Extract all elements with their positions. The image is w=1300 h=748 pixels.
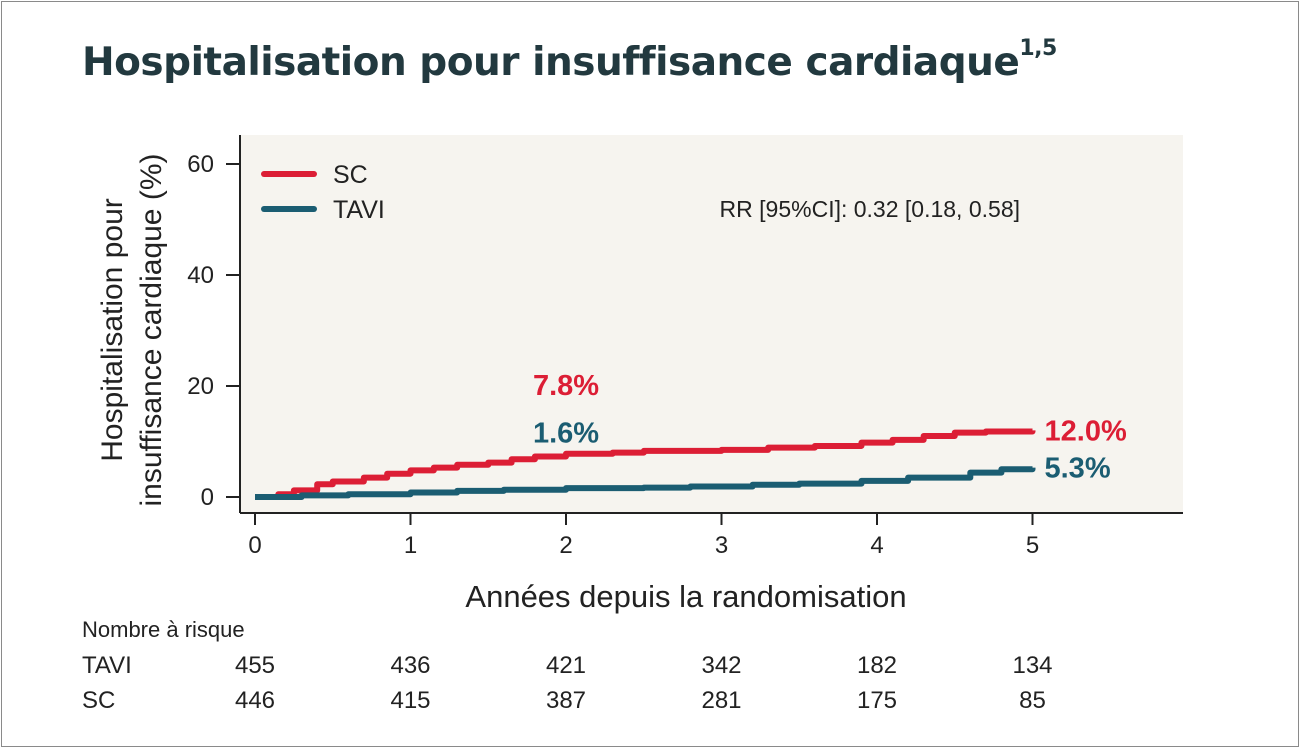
risk-row-label: TAVI (82, 652, 132, 679)
data-label: 12.0% (1045, 415, 1127, 447)
series-group (255, 428, 1036, 500)
risk-table-title: Nombre à risque (82, 617, 245, 642)
risk-cell: 455 (234, 652, 276, 679)
series-line-tavi (255, 466, 1036, 500)
x-tick-label: 5 (1026, 532, 1039, 559)
y-tick-label: 0 (201, 484, 214, 511)
risk-cell: 85 (1019, 687, 1046, 714)
risk-cell: 281 (701, 687, 742, 714)
risk-cell: 182 (856, 652, 898, 679)
rr-annotation: RR [95%CI]: 0.32 [0.18, 0.58] (720, 196, 1020, 222)
data-label: 7.8% (533, 370, 599, 402)
axes-group: 0 20 40 60 0 1 2 3 4 5 (187, 135, 1183, 559)
x-tick-label: 3 (715, 532, 728, 559)
chart-title-text: Hospitalisation pour insuffisance cardia… (82, 40, 1020, 85)
series-line-sc (255, 428, 1036, 500)
risk-row-label: SC (82, 687, 116, 714)
chart-title-superscript: 1,5 (1019, 36, 1057, 61)
data-label: 1.6% (533, 418, 599, 450)
x-axis-label: Années depuis la randomisation (465, 579, 906, 614)
x-tick-label: 2 (559, 532, 572, 559)
y-axis-label-line-1: Hospitalisation pour (96, 198, 129, 461)
risk-table-row: TAVI 455 436 421 342 182 134 (0, 652, 1300, 682)
plot-background (240, 135, 1183, 513)
risk-cell: 415 (390, 687, 431, 714)
data-labels-group: 7.8% 1.6% 12.0% 5.3% (533, 370, 1127, 485)
y-tick-label: 60 (187, 151, 214, 178)
legend-label-sc: SC (333, 161, 368, 189)
chart-title: Hospitalisation pour insuffisance cardia… (82, 36, 1057, 85)
x-tick-label: 1 (404, 532, 417, 559)
legend: SC TAVI (261, 161, 385, 224)
y-tick-label: 40 (187, 262, 214, 289)
risk-cell: 342 (701, 652, 742, 679)
x-tick-label: 0 (248, 532, 261, 559)
y-axis-label-line-2: insuffisance cardiaque (%) (135, 154, 168, 507)
risk-cell: 134 (1012, 652, 1053, 679)
risk-cell: 175 (856, 687, 898, 714)
x-tick-label: 4 (870, 532, 883, 559)
risk-cell: 387 (545, 687, 587, 714)
risk-table-row: SC 446 415 387 281 175 85 (0, 687, 1300, 717)
legend-label-tavi: TAVI (333, 196, 385, 224)
data-label: 5.3% (1045, 453, 1111, 485)
y-tick-label: 20 (187, 373, 214, 400)
risk-cell: 446 (234, 687, 276, 714)
risk-cell: 436 (390, 652, 431, 679)
risk-cell: 421 (545, 652, 587, 679)
